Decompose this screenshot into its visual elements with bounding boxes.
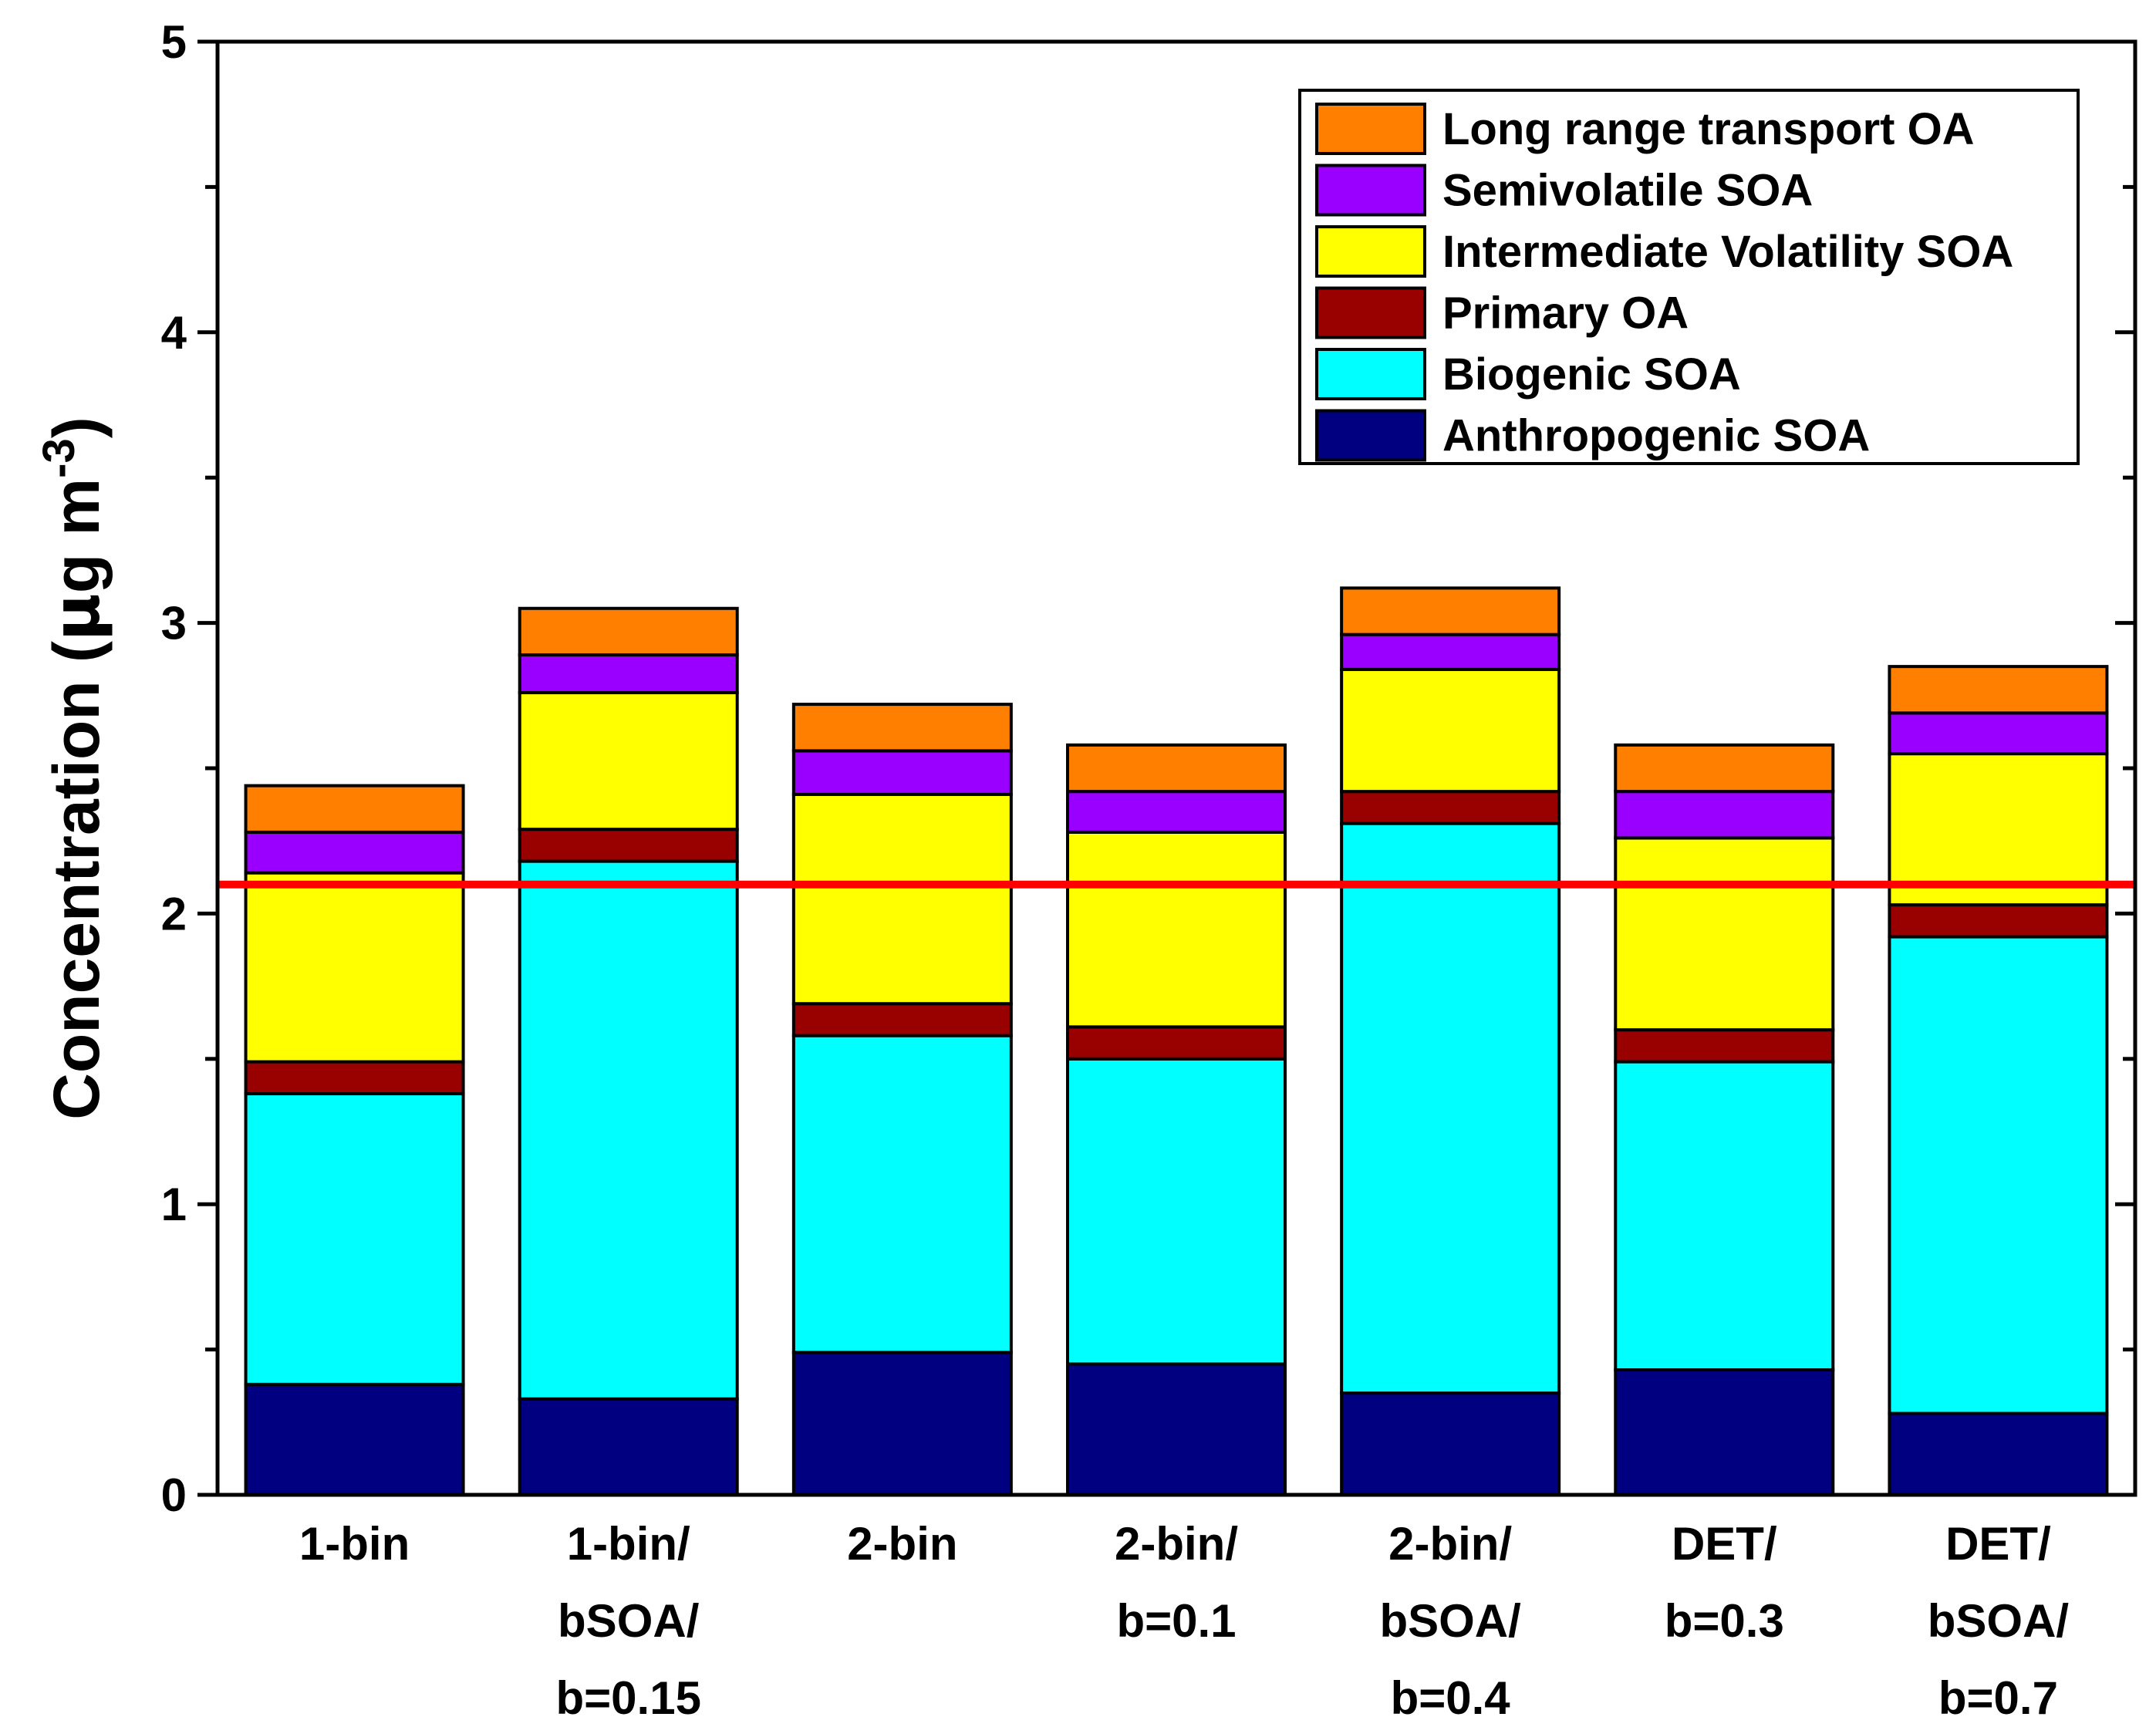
- legend-swatch-long-range-transport-oa: [1315, 103, 1426, 155]
- x-category-label: bSOA/: [558, 1595, 700, 1647]
- bar-segment-primary-oa-5: [1340, 790, 1561, 825]
- bar-segment-long-range-transport-oa-5: [1340, 586, 1561, 636]
- bar-segment-semivolatile-soa-5: [1340, 632, 1561, 671]
- legend-swatch-intermediate-volatility-soa: [1315, 225, 1426, 278]
- bar-segment-biogenic-soa-5: [1340, 821, 1561, 1395]
- x-category-label: 2-bin: [847, 1518, 957, 1570]
- legend: Long range transport OA Semivolatile SOA I…: [1298, 89, 2080, 465]
- bar-segment-semivolatile-soa-3: [791, 749, 1013, 796]
- bar-segment-intermediate-volatility-soa-3: [791, 792, 1013, 1006]
- bar-segment-primary-oa-7: [1888, 903, 2109, 939]
- bar-segment-intermediate-volatility-soa-7: [1888, 752, 2109, 907]
- legend-box: [1298, 89, 2080, 465]
- y-axis-label-close: ): [40, 417, 113, 438]
- x-category-label: DET/: [1945, 1518, 2051, 1570]
- y-axis-label-unit: g m: [40, 478, 113, 593]
- bar-segment-anthropogenic-soa-3: [791, 1351, 1013, 1497]
- bar-segment-long-range-transport-oa-4: [1066, 743, 1287, 794]
- x-category-label: b=0.15: [555, 1672, 700, 1724]
- legend-label-long-range-transport-oa: Long range transport OA: [1442, 104, 1975, 154]
- y-axis-label-mu: μ: [39, 593, 114, 641]
- bar-segment-biogenic-soa-2: [518, 859, 739, 1401]
- bar-segment-anthropogenic-soa-4: [1066, 1362, 1287, 1496]
- x-category-label: b=0.1: [1116, 1595, 1236, 1647]
- y-tick-label: 2: [161, 888, 187, 939]
- legend-label-biogenic-soa: Biogenic SOA: [1442, 349, 1741, 400]
- bar-segment-semivolatile-soa-2: [518, 653, 739, 695]
- bar-segment-primary-oa-1: [244, 1060, 465, 1096]
- x-category-label: bSOA/: [1928, 1595, 2070, 1647]
- bar-segment-long-range-transport-oa-2: [518, 606, 739, 657]
- bar-segment-intermediate-volatility-soa-1: [244, 871, 465, 1064]
- bar-segment-anthropogenic-soa-7: [1888, 1412, 2109, 1496]
- bar-segment-intermediate-volatility-soa-2: [518, 691, 739, 831]
- bar-segment-anthropogenic-soa-5: [1340, 1391, 1561, 1496]
- x-category-label: b=0.3: [1665, 1595, 1784, 1647]
- bar-segment-semivolatile-soa-4: [1066, 790, 1287, 834]
- bar-segment-long-range-transport-oa-3: [791, 703, 1013, 753]
- bar-segment-primary-oa-4: [1066, 1025, 1287, 1061]
- bar-segment-anthropogenic-soa-1: [244, 1382, 465, 1497]
- bar-segment-biogenic-soa-4: [1066, 1057, 1287, 1366]
- y-axis-label-main: Concentration (: [40, 641, 113, 1120]
- x-category-label: DET/: [1672, 1518, 1777, 1570]
- x-category-label: b=0.4: [1391, 1672, 1511, 1724]
- bar-segment-long-range-transport-oa-7: [1888, 665, 2109, 715]
- bar-segment-intermediate-volatility-soa-4: [1066, 830, 1287, 1029]
- bar-segment-semivolatile-soa-7: [1888, 711, 2109, 756]
- y-tick-label: 5: [161, 16, 187, 68]
- y-tick-label: 0: [161, 1469, 187, 1521]
- bar-segment-biogenic-soa-6: [1614, 1060, 1835, 1371]
- bar-segment-long-range-transport-oa-6: [1614, 743, 1835, 794]
- y-axis-label: Concentration (μg m-3): [34, 417, 115, 1119]
- x-category-label: bSOA/: [1379, 1595, 1521, 1647]
- bar-segment-anthropogenic-soa-6: [1614, 1368, 1835, 1496]
- bar-segment-biogenic-soa-7: [1888, 935, 2109, 1415]
- legend-label-intermediate-volatility-soa: Intermediate Volatility SOA: [1442, 227, 2013, 277]
- bar-segment-anthropogenic-soa-2: [518, 1397, 739, 1497]
- bar-segment-intermediate-volatility-soa-5: [1340, 667, 1561, 794]
- y-axis-label-exponent: -3: [34, 438, 84, 478]
- legend-swatch-anthropogenic-soa: [1315, 409, 1426, 462]
- legend-label-primary-oa: Primary OA: [1442, 288, 1689, 339]
- bar-segment-primary-oa-3: [791, 1002, 1013, 1037]
- legend-swatch-biogenic-soa: [1315, 348, 1426, 400]
- x-category-label: b=0.7: [1938, 1672, 2058, 1724]
- y-tick-label: 4: [161, 307, 187, 359]
- x-category-label: 1-bin: [299, 1518, 410, 1570]
- bars-layer: [244, 586, 2109, 1497]
- bar-segment-biogenic-soa-3: [791, 1034, 1013, 1354]
- legend-swatch-semivolatile-soa: [1315, 164, 1426, 217]
- x-axis-category-labels: 1-bin 1-bin/bSOA/b=0.15 2-bin 2-bin/b=0.1 2-…: [299, 1518, 2070, 1724]
- y-tick-label: 3: [161, 598, 187, 649]
- y-axis-ticks: 0 1 2 3 4 5: [161, 16, 2135, 1521]
- y-tick-label: 1: [161, 1179, 187, 1230]
- bar-segment-long-range-transport-oa-1: [244, 784, 465, 834]
- x-category-label: 2-bin/: [1115, 1518, 1238, 1570]
- bar-segment-primary-oa-6: [1614, 1028, 1835, 1064]
- bar-segment-biogenic-soa-1: [244, 1092, 465, 1386]
- legend-label-anthropogenic-soa: Anthropogenic SOA: [1442, 411, 1870, 461]
- x-category-label: 2-bin/: [1388, 1518, 1512, 1570]
- legend-label-semivolatile-soa: Semivolatile SOA: [1442, 166, 1813, 216]
- bar-segment-semivolatile-soa-1: [244, 830, 465, 875]
- x-category-label: 1-bin/: [567, 1518, 690, 1570]
- bar-segment-primary-oa-2: [518, 828, 739, 863]
- legend-swatch-primary-oa: [1315, 286, 1426, 339]
- bar-segment-semivolatile-soa-6: [1614, 790, 1835, 840]
- bar-segment-intermediate-volatility-soa-6: [1614, 836, 1835, 1032]
